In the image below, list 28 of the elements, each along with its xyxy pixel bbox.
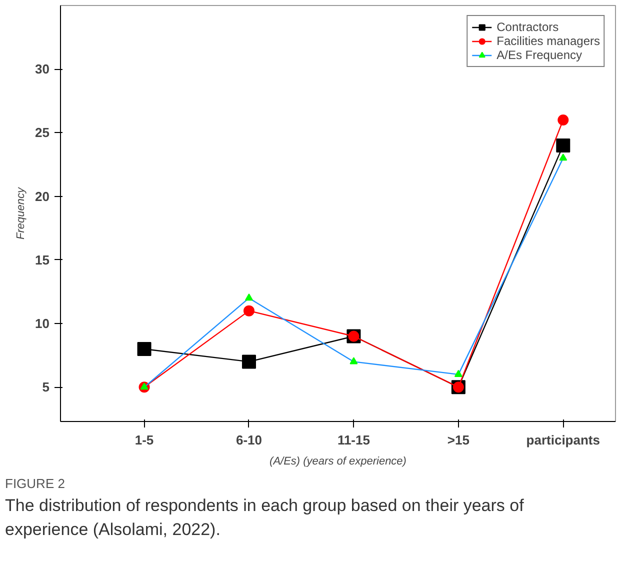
x-tick-label: 11-15 xyxy=(337,432,370,448)
x-tick-label: 1-5 xyxy=(134,432,154,448)
point xyxy=(137,342,152,356)
x-tick-label: >15 xyxy=(447,432,470,448)
point xyxy=(558,114,569,126)
x-tick-label: participants xyxy=(526,432,600,448)
y-tick-label: 25 xyxy=(35,125,50,140)
point xyxy=(244,294,253,301)
point xyxy=(559,154,568,161)
point xyxy=(556,138,570,152)
legend-label: Contractors xyxy=(496,20,559,34)
y-tick-label: 20 xyxy=(35,188,50,204)
y-tick-label: 10 xyxy=(35,316,50,332)
point xyxy=(140,382,148,390)
point xyxy=(243,305,254,316)
y-tick-label: 15 xyxy=(35,252,50,268)
x-axis-title: (A/Es) (years of experience) xyxy=(270,456,407,468)
point xyxy=(242,354,256,369)
point xyxy=(350,357,358,364)
legend-label: Facilities managers xyxy=(496,34,600,48)
x-tick-label: 6-10 xyxy=(236,432,262,448)
legend-label: A/Es Frequency xyxy=(496,48,582,62)
caption: FIGURE 2 xyxy=(5,475,66,493)
y-axis-title: Frequency xyxy=(15,186,28,240)
point xyxy=(454,370,462,377)
y-tick-label: 30 xyxy=(35,62,50,77)
text: The distribution of respondents in each group based on their years of experience (Alsolami, 2022). xyxy=(5,494,525,541)
y-tick-label: 5 xyxy=(42,380,50,395)
